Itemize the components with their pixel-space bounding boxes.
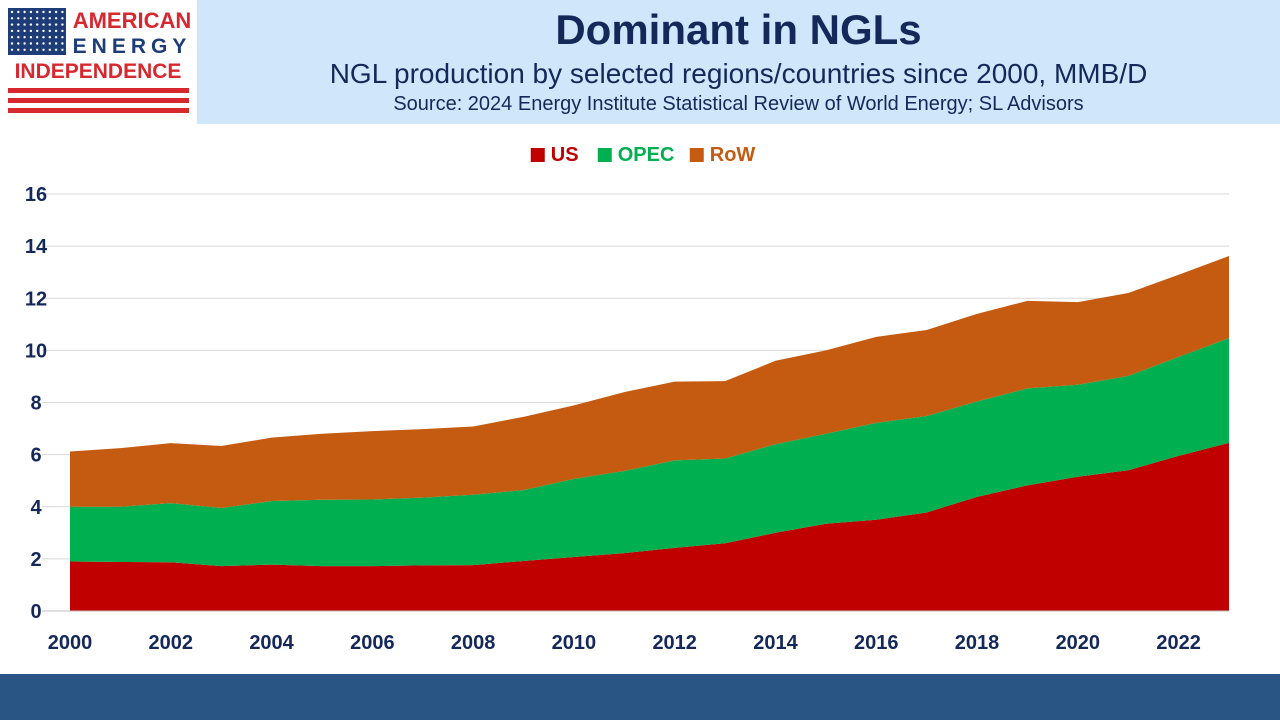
y-axis-ticks: 0 2 4 6 8 10 12 14 16 bbox=[25, 184, 48, 623]
legend-label: OPEC bbox=[618, 144, 675, 166]
source-note: Source: 2024 Energy Institute Statistica… bbox=[393, 93, 1084, 115]
x-tick-label: 2004 bbox=[249, 632, 294, 654]
logo-line-energy: ENERGY bbox=[73, 35, 192, 58]
legend-swatch bbox=[597, 148, 612, 162]
legend: US OPEC RoW bbox=[530, 144, 756, 166]
x-tick-label: 2020 bbox=[1056, 632, 1101, 654]
legend-item-us: US bbox=[530, 144, 579, 166]
x-tick-label: 2012 bbox=[652, 632, 697, 654]
y-tick-label: 0 bbox=[30, 601, 41, 623]
footer-bar bbox=[0, 674, 1280, 720]
x-tick-label: 2014 bbox=[753, 632, 798, 654]
x-tick-label: 2010 bbox=[552, 632, 597, 654]
flag-stripe bbox=[8, 108, 189, 113]
logo-line-american: AMERICAN bbox=[73, 8, 192, 33]
page-title: Dominant in NGLs bbox=[555, 6, 922, 53]
x-tick-label: 2006 bbox=[350, 632, 395, 654]
header-banner: AMERICAN ENERGY INDEPENDENCE Dominant in… bbox=[0, 0, 1280, 124]
area-series bbox=[70, 256, 1229, 611]
legend-swatch bbox=[689, 148, 704, 162]
x-axis-ticks: 2000 2002 2004 2006 2008 2010 2012 2014 2016 2018… bbox=[48, 632, 1201, 654]
flag-stripe bbox=[8, 98, 189, 103]
y-tick-label: 4 bbox=[30, 497, 42, 519]
x-tick-label: 2018 bbox=[955, 632, 1000, 654]
legend-swatch bbox=[530, 148, 545, 162]
logo-line-independence: INDEPENDENCE bbox=[15, 60, 182, 83]
area-series-row bbox=[70, 256, 1229, 509]
legend-label: RoW bbox=[710, 144, 756, 166]
x-tick-label: 2000 bbox=[48, 632, 93, 654]
american-energy-independence-logo: AMERICAN ENERGY INDEPENDENCE bbox=[0, 0, 197, 124]
area-series-us bbox=[70, 442, 1229, 611]
flag-stripe bbox=[8, 88, 189, 93]
y-tick-label: 12 bbox=[25, 288, 47, 310]
page-subtitle: NGL production by selected regions/count… bbox=[329, 58, 1148, 89]
x-tick-label: 2016 bbox=[854, 632, 899, 654]
x-tick-label: 2022 bbox=[1156, 632, 1201, 654]
y-tick-label: 8 bbox=[30, 393, 41, 415]
legend-item-row: RoW bbox=[689, 144, 756, 166]
legend-item-opec: OPEC bbox=[597, 144, 675, 166]
area-series-opec bbox=[70, 338, 1229, 567]
us-flag-icon: AMERICAN ENERGY INDEPENDENCE bbox=[8, 8, 192, 113]
y-tick-label: 16 bbox=[25, 184, 47, 206]
legend-label: US bbox=[551, 144, 579, 166]
x-tick-label: 2002 bbox=[149, 632, 194, 654]
y-tick-label: 14 bbox=[25, 236, 48, 258]
y-tick-label: 6 bbox=[30, 445, 41, 467]
x-tick-label: 2008 bbox=[451, 632, 496, 654]
y-tick-label: 2 bbox=[30, 549, 41, 571]
y-tick-label: 10 bbox=[25, 340, 47, 362]
